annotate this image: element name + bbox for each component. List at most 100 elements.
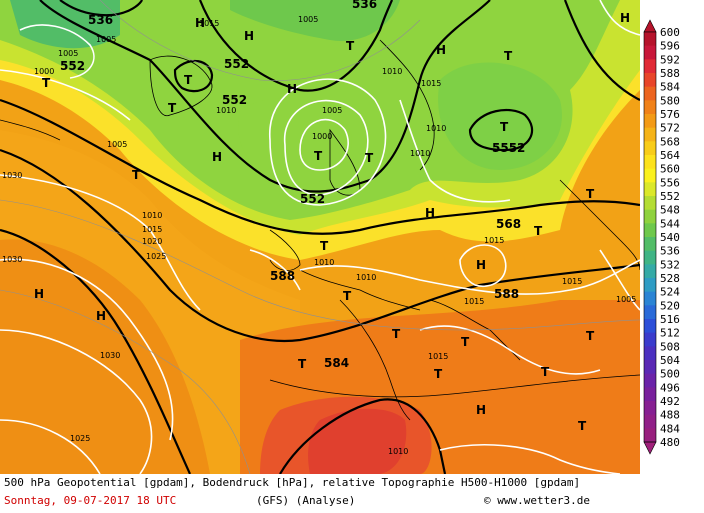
geopotential-label: 588 — [270, 269, 295, 283]
scale-swatch — [644, 319, 656, 334]
geopotential-label: 536 — [88, 13, 113, 27]
low-pressure-label: T — [346, 39, 355, 53]
geopotential-label: 552 — [224, 57, 249, 71]
scale-value-label: 532 — [660, 258, 680, 271]
scale-value-label: 584 — [660, 81, 680, 94]
scale-swatch — [644, 196, 656, 211]
high-pressure-label: H — [34, 287, 44, 301]
low-pressure-label: T — [365, 151, 374, 165]
scale-value-label: 508 — [660, 340, 680, 353]
low-pressure-label: T — [168, 101, 177, 115]
pressure-label: 1015 — [142, 225, 162, 234]
high-pressure-label: H — [212, 150, 222, 164]
scale-value-label: 552 — [660, 190, 680, 203]
scale-swatch — [644, 332, 656, 347]
pressure-label: 1015 — [199, 19, 219, 28]
scale-value-label: 580 — [660, 94, 680, 107]
low-pressure-label: T — [434, 367, 443, 381]
high-pressure-label: H — [476, 258, 486, 272]
scale-value-label: 480 — [660, 436, 680, 449]
pressure-label: 1000 — [34, 67, 54, 76]
pressure-label: 1025 — [70, 434, 90, 443]
geopotential-label: 552 — [60, 59, 85, 73]
pressure-label: 1020 — [142, 237, 162, 246]
geopotential-label: 568 — [496, 217, 521, 231]
scale-value-label: 592 — [660, 53, 680, 66]
scale-swatch — [644, 264, 656, 279]
pressure-label: 1030 — [100, 351, 120, 360]
weather-map: 536 536 552 552 552 552 5552 568 588 588… — [0, 0, 640, 474]
scale-value-label: 544 — [660, 217, 680, 230]
scale-value-label: 496 — [660, 381, 680, 394]
low-pressure-label: T — [461, 335, 470, 349]
scale-swatch — [644, 182, 656, 197]
scale-value-label: 600 — [660, 26, 680, 39]
scale-value-label: 568 — [660, 135, 680, 148]
color-scale-legend: 600 596 592 588 584 580 576 572 568 564 560 556 552 5… — [640, 0, 704, 474]
scale-swatch — [644, 428, 656, 443]
map-date: Sonntag, 09-07-2017 18 UTC — [4, 494, 177, 507]
scale-value-label: 512 — [660, 327, 680, 340]
scale-value-label: 524 — [660, 286, 680, 299]
low-pressure-label: T — [586, 187, 595, 201]
high-pressure-label: H — [287, 82, 297, 96]
geopotential-label: 588 — [494, 287, 519, 301]
high-pressure-label: H — [244, 29, 254, 43]
scale-value-label: 520 — [660, 299, 680, 312]
scale-arrow-top — [643, 19, 657, 33]
pressure-label: 1015 — [421, 79, 441, 88]
scale-value-label: 488 — [660, 409, 680, 422]
pressure-label: 1010 — [382, 67, 402, 76]
scale-value-label: 516 — [660, 313, 680, 326]
scale-value-label: 576 — [660, 108, 680, 121]
pressure-label: 1000 — [312, 132, 332, 141]
scale-swatch — [644, 168, 656, 183]
pressure-label: 1030 — [2, 171, 22, 180]
scale-value-label: 492 — [660, 395, 680, 408]
scale-frame — [643, 31, 657, 443]
geopotential-label: 5552 — [492, 141, 525, 155]
pressure-label: 1005 — [322, 106, 342, 115]
pressure-label: 1015 — [484, 236, 504, 245]
map-title: 500 hPa Geopotential [gpdam], Bodendruck… — [4, 476, 581, 489]
pressure-label: 1010 — [388, 447, 408, 456]
pressure-label: 1005 — [616, 295, 636, 304]
low-pressure-label: T — [541, 365, 550, 379]
scale-swatch — [644, 387, 656, 402]
scale-value-label: 528 — [660, 272, 680, 285]
scale-value-label: 556 — [660, 176, 680, 189]
low-pressure-label: T — [42, 76, 51, 90]
low-pressure-label: T — [320, 239, 329, 253]
scale-value-label: 588 — [660, 67, 680, 80]
scale-swatch — [644, 278, 656, 293]
scale-swatch — [644, 223, 656, 238]
low-pressure-label: T — [586, 329, 595, 343]
pressure-label: 1010 — [142, 211, 162, 220]
color-scale: 6005965925885845805765725685645605565525… — [643, 19, 680, 455]
scale-swatch — [644, 414, 656, 429]
scale-swatch — [644, 237, 656, 252]
map-canvas: 536 536 552 552 552 552 5552 568 588 588… — [0, 0, 640, 474]
high-pressure-label: H — [436, 43, 446, 57]
model-info: (GFS) (Analyse) — [256, 494, 356, 507]
scale-swatch — [644, 127, 656, 142]
pressure-label: 1010 — [410, 149, 430, 158]
pressure-label: 1005 — [107, 140, 127, 149]
high-pressure-label: H — [620, 11, 630, 25]
geopotential-label: 536 — [352, 0, 377, 11]
low-pressure-label: T — [314, 149, 323, 163]
scale-swatch — [644, 291, 656, 306]
pressure-label: 1010 — [426, 124, 446, 133]
scale-value-label: 596 — [660, 40, 680, 53]
low-pressure-label: T — [500, 120, 509, 134]
low-pressure-label: T — [534, 224, 543, 238]
pressure-label: 1025 — [146, 252, 166, 261]
scale-swatch — [644, 401, 656, 416]
geopotential-label: 552 — [222, 93, 247, 107]
scale-swatch — [644, 155, 656, 170]
low-pressure-label: T — [578, 419, 587, 433]
low-pressure-label: T — [132, 168, 141, 182]
scale-swatch — [644, 346, 656, 361]
scale-swatch — [644, 305, 656, 320]
scale-value-label: 536 — [660, 245, 680, 258]
